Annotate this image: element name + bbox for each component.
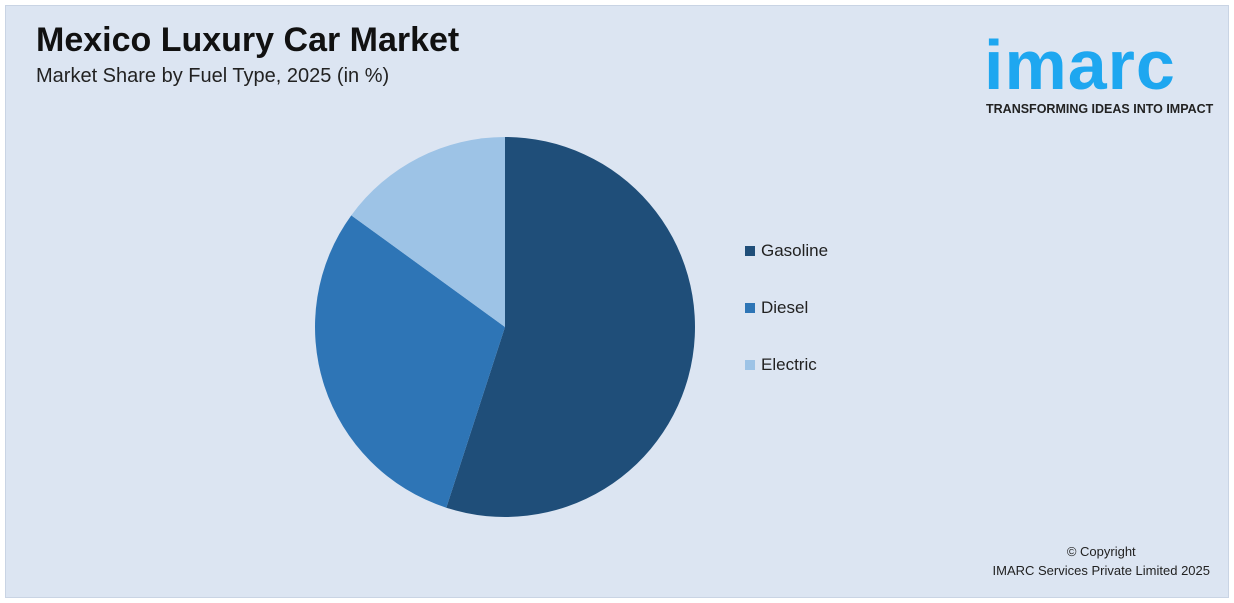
legend-label: Electric — [761, 354, 817, 374]
pie-slice-diesel — [314, 215, 505, 508]
legend-swatch — [745, 302, 755, 313]
legend-swatch — [745, 359, 755, 370]
legend: Gasoline Diesel Electric — [745, 222, 828, 393]
pie-slice-electric — [351, 137, 505, 327]
legend-item-electric: Electric — [745, 336, 828, 393]
chart-title: Mexico Luxury Car Market — [36, 21, 460, 59]
pie-slice-gasoline — [446, 137, 695, 517]
logo-wordmark: imarc — [984, 26, 1176, 104]
legend-item-gasoline: Gasoline — [745, 222, 828, 279]
imarc-logo: imarc TRANSFORMING IDEAS INTO IMPACT — [984, 14, 1224, 120]
legend-swatch — [745, 245, 755, 256]
legend-item-diesel: Diesel — [745, 279, 828, 336]
chart-subtitle: Market Share by Fuel Type, 2025 (in %) — [36, 65, 390, 87]
legend-label: Diesel — [761, 297, 809, 317]
copyright-line2: IMARC Services Private Limited 2025 — [992, 563, 1210, 578]
legend-label: Gasoline — [761, 240, 829, 260]
copyright-line1: © Copyright — [1066, 544, 1136, 559]
copyright: © Copyright IMARC Services Private Limit… — [993, 542, 1210, 580]
logo-tagline: TRANSFORMING IDEAS INTO IMPACT — [986, 102, 1214, 116]
